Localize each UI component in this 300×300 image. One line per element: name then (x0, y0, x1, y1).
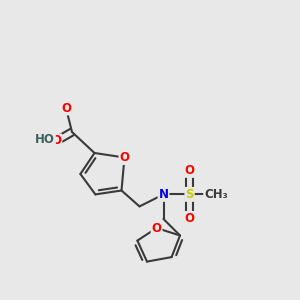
Text: O: O (119, 151, 130, 164)
Text: CH₃: CH₃ (204, 188, 228, 201)
Text: S: S (185, 188, 194, 201)
Text: O: O (61, 101, 71, 115)
Text: O: O (184, 212, 195, 225)
Text: O: O (184, 164, 195, 177)
Text: O: O (51, 134, 62, 148)
Text: N: N (158, 188, 169, 201)
Text: HO: HO (35, 133, 55, 146)
Text: O: O (152, 221, 162, 235)
